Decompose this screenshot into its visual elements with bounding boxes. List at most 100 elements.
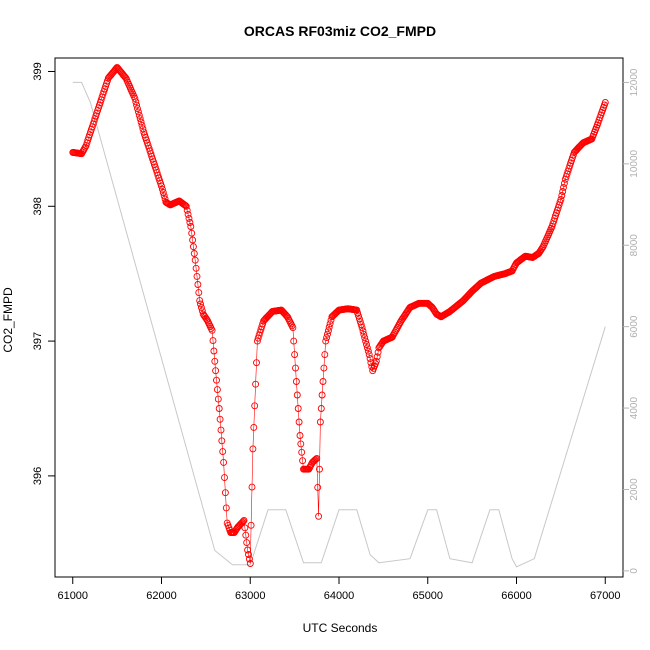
co2-point (372, 357, 380, 365)
x-tick-label: 62000 (146, 590, 177, 602)
co2-point (326, 320, 334, 328)
x-tick-label: 66000 (501, 590, 532, 602)
co2-point (190, 250, 198, 257)
co2-point (192, 264, 200, 272)
co2-point (249, 445, 257, 453)
co2-point (289, 324, 297, 332)
co2-point (185, 214, 193, 222)
co2-point (186, 219, 194, 226)
co2-point (247, 521, 255, 529)
co2-point (221, 474, 228, 482)
y2-tick-label: 10000 (629, 149, 640, 177)
co2-point (219, 448, 227, 456)
y2-tick-label: 12000 (629, 68, 640, 96)
altitude-line (72, 81, 606, 568)
co2-point (324, 327, 332, 335)
co2-point (137, 118, 145, 126)
co2-point (242, 531, 250, 539)
co2-point (538, 244, 546, 252)
co2-point (210, 347, 218, 355)
co2-point (197, 303, 205, 311)
co2-point (325, 323, 333, 331)
co2-point (183, 206, 191, 214)
co2-point (292, 364, 299, 372)
co2-point (322, 337, 330, 345)
axes: 61000 62000 63000 64000 65000 66000 67000 396 39… (32, 62, 640, 602)
co2-point (358, 324, 366, 332)
co2-point (293, 391, 301, 399)
y2-tick-label: 0 (629, 568, 640, 574)
co2-point (136, 115, 144, 123)
x-tick-label: 67000 (590, 590, 621, 602)
co2-point (197, 300, 204, 308)
co2-point (238, 518, 246, 526)
co2-point (133, 101, 141, 109)
co2-point (311, 456, 319, 464)
y2-tick-label: 2000 (629, 478, 640, 501)
co2-point (220, 458, 228, 466)
y2-tick-label: 6000 (629, 315, 640, 338)
co2-point (217, 426, 225, 434)
co2-point (558, 192, 566, 199)
co2-point (245, 555, 253, 563)
co2-point (81, 143, 89, 151)
co2-point (138, 121, 146, 129)
co2-point (365, 351, 373, 359)
co2-point (314, 483, 322, 491)
co2-point (363, 341, 370, 348)
co2-point (241, 524, 249, 532)
co2-point (181, 201, 189, 209)
y-tick-label: 396 (32, 467, 44, 485)
co2-point (316, 465, 323, 473)
x-axis-label: UTC Seconds (303, 621, 378, 635)
y2-tick-label: 8000 (629, 234, 640, 257)
co2-point (312, 455, 320, 463)
co2-point (253, 359, 260, 367)
co2-point (182, 202, 190, 210)
co2-point (218, 437, 226, 445)
co2-point (324, 330, 331, 338)
co2-point (601, 99, 609, 106)
y-tick-label: 397 (32, 332, 44, 350)
co2-series (69, 63, 609, 567)
co2-point (320, 364, 328, 372)
co2-point (243, 539, 251, 547)
co2-point (158, 185, 166, 193)
co2-point (557, 196, 565, 203)
co2-point (321, 351, 329, 359)
co2-point (298, 448, 306, 456)
co2-point (560, 179, 568, 187)
chart-title: ORCAS RF03miz CO2_FMPD (244, 23, 436, 39)
x-tick-label: 65000 (412, 590, 443, 602)
co2-point (248, 483, 256, 491)
co2-point (184, 210, 192, 218)
x-tick-label: 61000 (57, 590, 88, 602)
co2-point (158, 182, 165, 190)
co2-point (131, 94, 139, 102)
co2-point (290, 337, 298, 345)
co2-point (188, 229, 196, 237)
co2-point (251, 402, 259, 410)
co2-point (313, 454, 321, 462)
co2-point (198, 307, 206, 315)
co2-point (222, 504, 230, 512)
co2-point (357, 321, 365, 329)
co2-point (292, 378, 300, 385)
co2-point (211, 357, 219, 365)
co2-point (214, 395, 222, 403)
co2-point (216, 415, 224, 423)
co2-point (194, 281, 202, 288)
co2-point (189, 236, 197, 244)
y-tick-label: 398 (32, 197, 44, 215)
co2-point (134, 108, 142, 116)
co2-point (208, 326, 216, 334)
co2-point (295, 418, 303, 426)
co2-point (435, 312, 443, 320)
co2-point (213, 386, 221, 394)
co2-point (315, 512, 323, 520)
y2-tick-label: 4000 (629, 397, 640, 420)
co2-point (366, 355, 374, 363)
plot-frame (54, 57, 624, 578)
co2-point (373, 353, 381, 361)
